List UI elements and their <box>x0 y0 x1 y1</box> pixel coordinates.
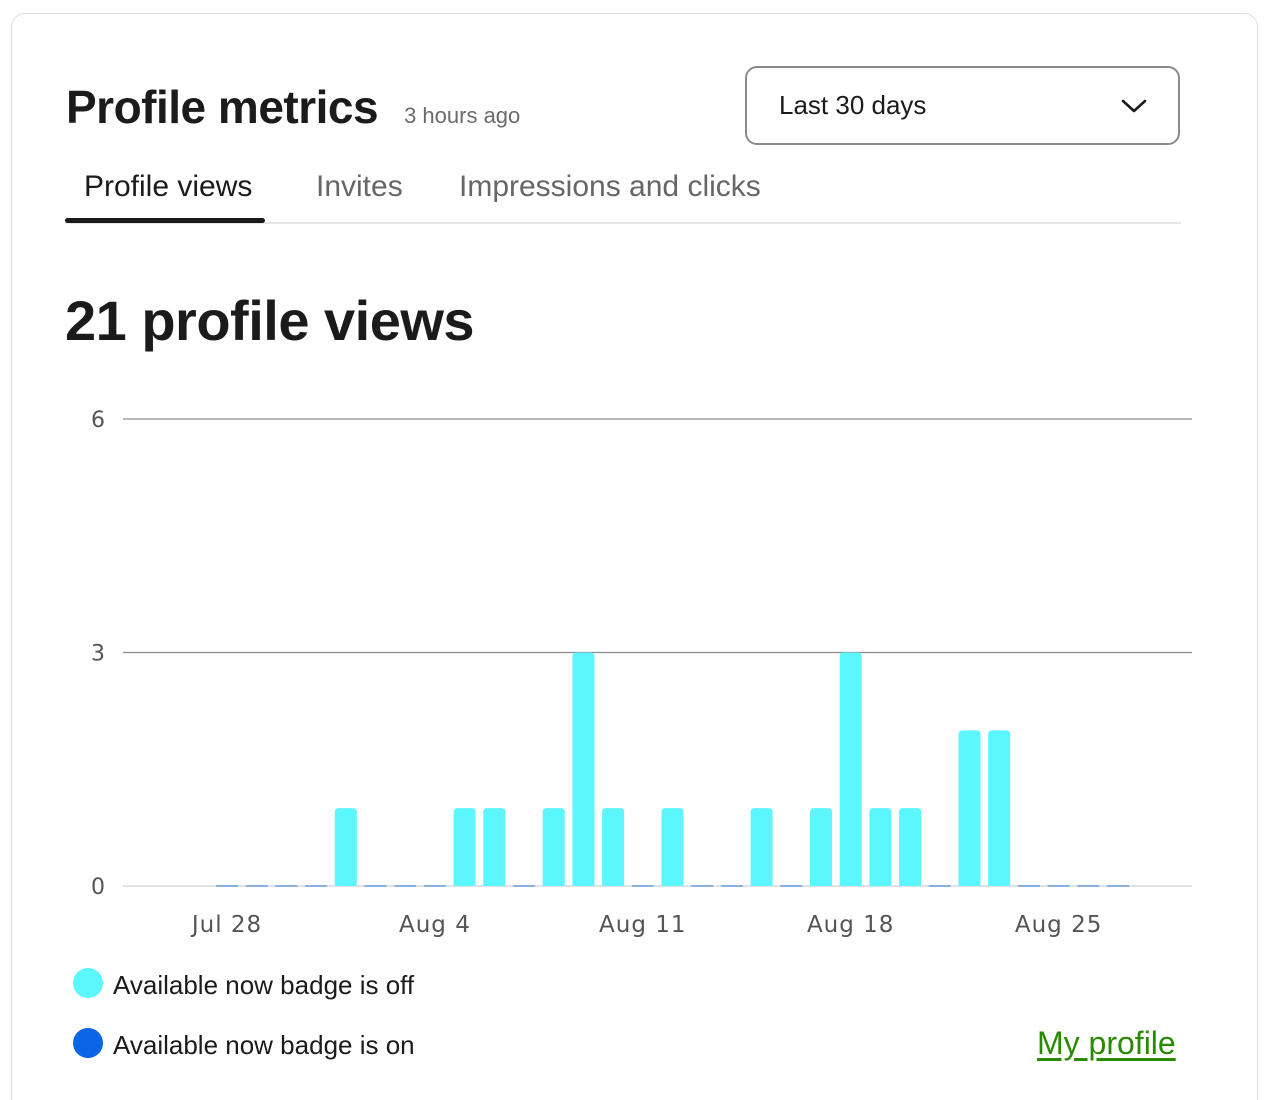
date-range-dropdown[interactable]: Last 30 days <box>745 66 1180 145</box>
legend-swatch-badge-off <box>73 967 103 998</box>
header: Profile metrics 3 hours ago <box>66 80 520 134</box>
tab-profile-views[interactable]: Profile views <box>84 170 253 203</box>
last-updated-text: 3 hours ago <box>404 103 521 128</box>
legend-label-badge-on: Available now badge is on <box>113 1030 415 1060</box>
date-range-value: Last 30 days <box>779 90 927 120</box>
my-profile-link[interactable]: My profile <box>1037 1025 1176 1061</box>
legend-swatch-badge-on <box>73 1027 103 1058</box>
tab-invites[interactable]: Invites <box>316 170 403 203</box>
profile-metrics-card <box>11 13 1258 1100</box>
legend-item-badge-off: Available now badge is off <box>73 967 415 1001</box>
legend-item-badge-on: Available now badge is on <box>73 1027 415 1061</box>
page-title: Profile metrics <box>66 81 379 133</box>
chevron-down-icon <box>1120 92 1148 120</box>
legend-label-badge-off: Available now badge is off <box>113 970 415 1000</box>
profile-views-total: 21 profile views <box>65 289 475 352</box>
tab-impressions-and-clicks[interactable]: Impressions and clicks <box>459 170 761 203</box>
metrics-tabs: Profile views Invites Impressions and cl… <box>65 168 1181 224</box>
active-tab-indicator <box>65 218 265 223</box>
